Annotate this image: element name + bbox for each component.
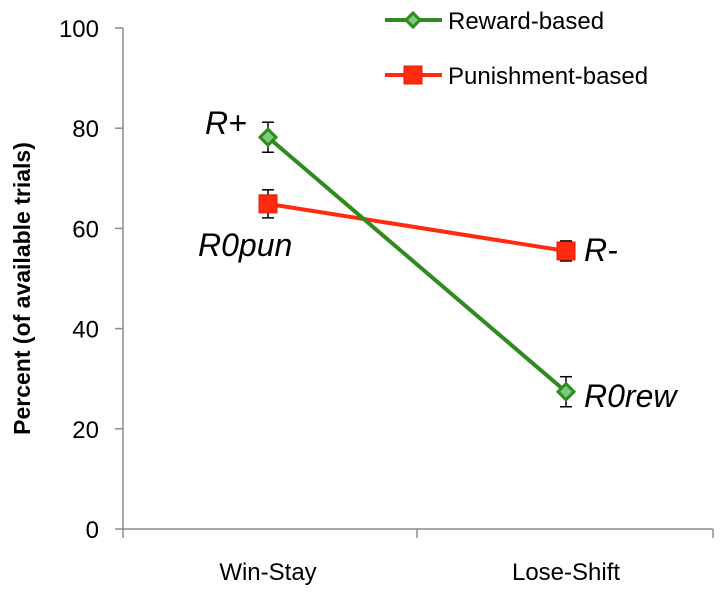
data-point [258,194,278,214]
y-tick-label: 20 [72,417,99,444]
series-line [267,201,567,253]
series-layer [257,121,577,408]
legend-item: Punishment-based [385,63,648,90]
series-reward-based [257,121,577,408]
y-axis-title: Percent (of available trials) [9,142,35,435]
y-tick-label: 40 [72,317,99,344]
y-tick-label: 0 [86,517,99,544]
point-label: R0pun [198,227,292,263]
data-point [556,241,576,261]
legend-marker [403,10,423,30]
axes: 0 20 40 60 80 100 Win-Stay Lose-Shift Percent (o… [9,16,714,586]
series-punishment-based [258,189,576,262]
legend-item: Reward-based [385,8,604,35]
legend-label: Reward-based [448,8,604,35]
series-line [266,135,568,394]
point-label: R0rew [584,378,678,414]
legend-marker [403,65,423,85]
data-point [257,127,279,148]
point-label: R+ [205,105,247,141]
x-category-label: Lose-Shift [512,559,620,586]
y-tick-label: 80 [72,116,99,143]
y-tick-label: 100 [59,16,99,43]
legend-label: Punishment-based [448,63,648,90]
y-tick-label: 60 [72,216,99,243]
point-label: R- [584,232,618,268]
annotations: R+ R0rew R0pun R- [198,105,678,414]
legend: Reward-based Punishment-based [385,8,648,90]
data-point [555,381,577,402]
x-category-label: Win-Stay [219,559,316,586]
